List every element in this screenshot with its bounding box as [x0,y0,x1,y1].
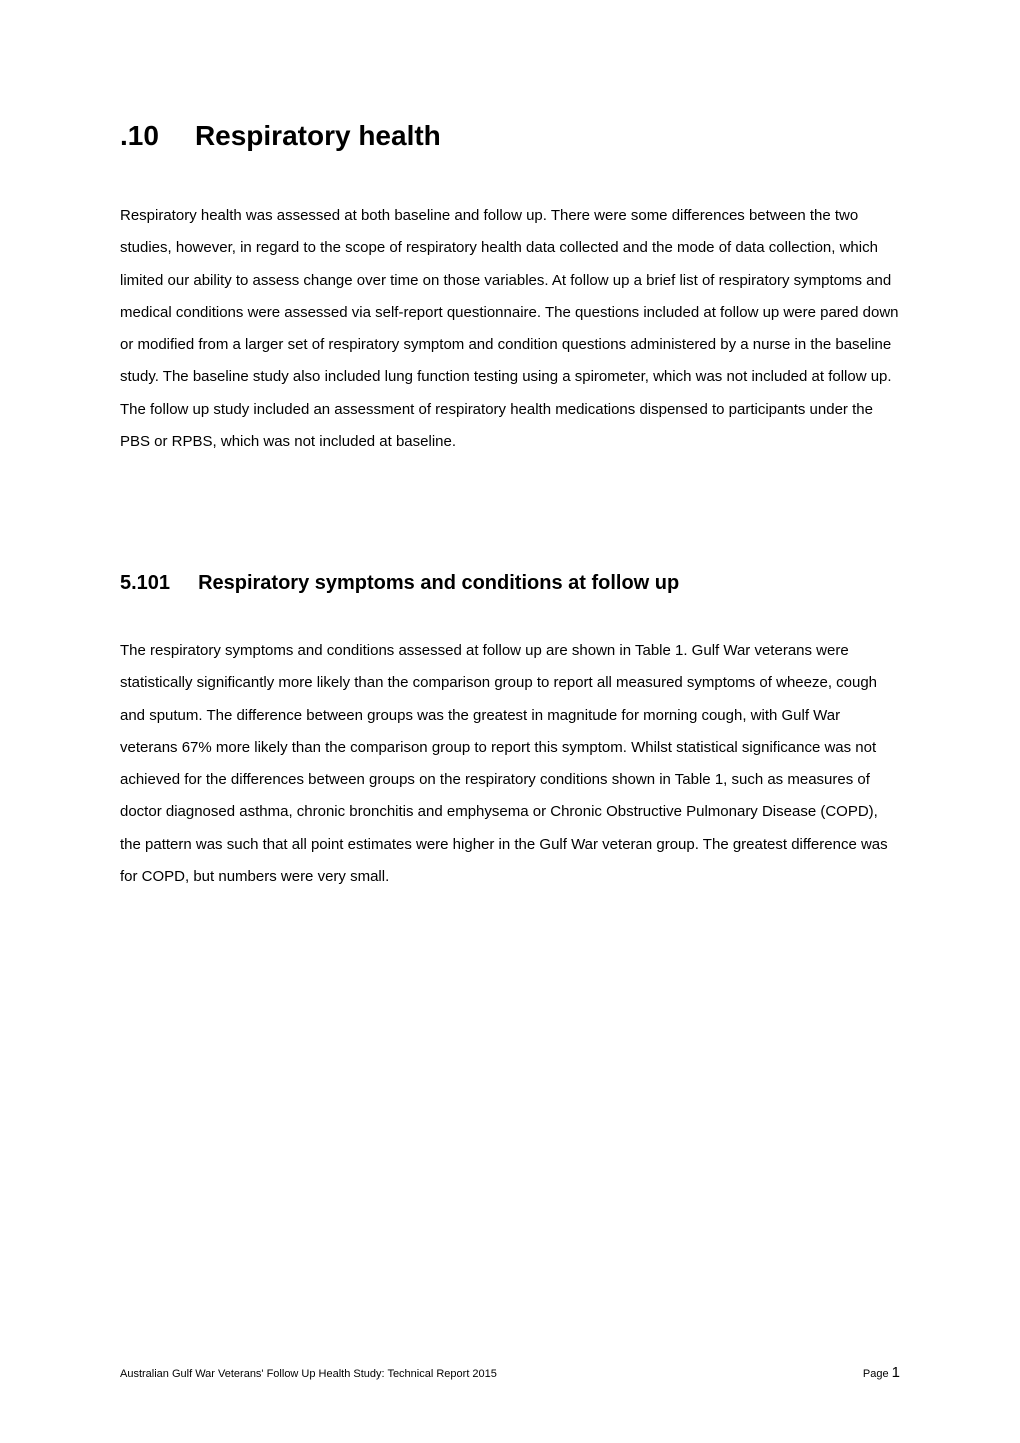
paragraph-2: The respiratory symptoms and conditions … [120,635,900,893]
footer-page: Page 1 [863,1364,900,1381]
section-heading: .10 Respiratory health [120,120,900,152]
subsection-number: 5.101 [120,572,170,595]
footer-page-number: 1 [892,1364,900,1381]
spacer [120,482,900,572]
footer-left-text: Australian Gulf War Veterans' Follow Up … [120,1368,497,1380]
footer-page-label: Page [863,1368,892,1380]
paragraph-1: Respiratory health was assessed at both … [120,200,900,458]
subsection-title: Respiratory symptoms and conditions at f… [198,572,679,594]
page-footer: Australian Gulf War Veterans' Follow Up … [120,1364,900,1381]
subsection-heading: 5.101 Respiratory symptoms and conditions… [120,572,900,595]
section-title: Respiratory health [195,120,441,151]
section-number: .10 [120,120,159,152]
